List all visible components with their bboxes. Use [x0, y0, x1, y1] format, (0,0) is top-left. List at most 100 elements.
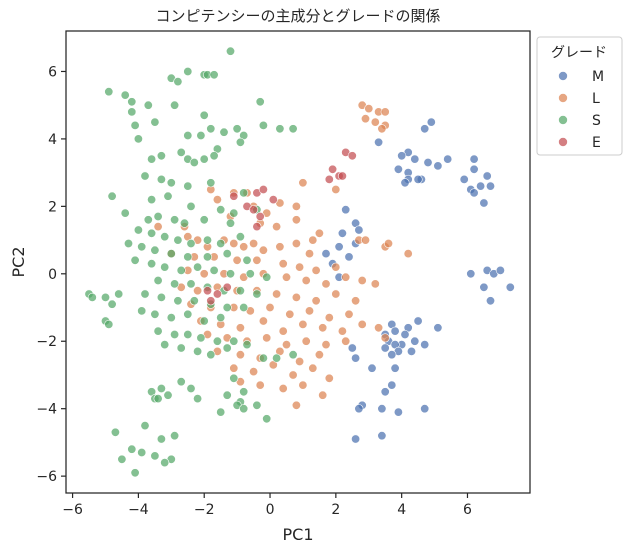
point-s-119	[242, 340, 252, 350]
point-m-39	[505, 282, 515, 292]
point-m-69	[351, 434, 361, 444]
point-s-123	[176, 377, 186, 387]
legend-label-e: E	[592, 135, 601, 151]
point-l-99	[380, 333, 390, 343]
point-m-37	[495, 265, 505, 275]
plot-frame	[65, 30, 531, 494]
point-e-13	[252, 222, 262, 232]
point-s-34	[199, 154, 209, 164]
point-l-69	[311, 296, 321, 306]
legend-label-m: M	[592, 69, 604, 85]
point-s-92	[114, 289, 124, 299]
x-tick-label--4: −4	[128, 502, 149, 518]
point-s-120	[258, 353, 268, 363]
point-s-18	[219, 127, 229, 137]
point-l-50	[331, 262, 341, 272]
point-l-88	[337, 326, 347, 336]
point-l-56	[281, 272, 291, 282]
point-l-70	[331, 289, 341, 299]
point-s-100	[137, 306, 147, 316]
point-s-144	[127, 444, 137, 454]
point-e-16	[206, 296, 216, 306]
point-l-90	[374, 323, 384, 333]
point-s-47	[229, 208, 239, 218]
point-l-89	[357, 319, 367, 329]
point-s-102	[166, 313, 176, 323]
point-s-10	[143, 100, 153, 110]
point-s-121	[272, 353, 282, 363]
point-s-31	[156, 151, 166, 161]
point-s-80	[262, 272, 272, 282]
point-m-57	[347, 343, 357, 353]
point-l-71	[351, 296, 361, 306]
point-l-94	[262, 333, 272, 343]
legend-marker-m	[558, 71, 568, 81]
point-m-61	[387, 380, 397, 390]
point-l-110	[308, 363, 318, 373]
point-m-15	[459, 174, 469, 184]
point-l-79	[324, 313, 334, 323]
point-s-107	[104, 319, 114, 329]
point-s-44	[163, 191, 173, 201]
point-l-111	[324, 373, 334, 383]
point-s-0	[226, 46, 236, 56]
point-l-3	[380, 107, 390, 117]
point-s-122	[288, 350, 298, 360]
point-s-133	[186, 383, 196, 393]
point-s-15	[150, 117, 160, 127]
point-s-66	[150, 245, 160, 255]
point-l-52	[199, 269, 209, 279]
point-l-77	[285, 309, 295, 319]
point-l-57	[301, 275, 311, 285]
point-s-17	[206, 124, 216, 134]
point-l-115	[298, 380, 308, 390]
point-l-11	[291, 201, 301, 211]
legend-marker-s	[558, 115, 568, 125]
point-s-54	[199, 215, 209, 225]
point-s-129	[156, 383, 166, 393]
x-tick-label-2: 2	[331, 502, 340, 518]
point-s-134	[193, 394, 203, 404]
point-s-68	[183, 252, 193, 262]
point-m-34	[466, 269, 476, 279]
point-l-107	[249, 367, 259, 377]
point-s-132	[163, 390, 173, 400]
point-s-36	[140, 171, 150, 181]
point-s-58	[160, 232, 170, 242]
point-s-142	[170, 431, 180, 441]
point-l-4	[360, 114, 370, 124]
point-e-12	[255, 212, 265, 222]
point-e-8	[268, 195, 278, 205]
point-s-16	[130, 120, 140, 130]
point-l-21	[291, 215, 301, 225]
point-s-25	[183, 131, 193, 141]
point-s-118	[222, 343, 232, 353]
point-m-47	[400, 329, 410, 339]
point-s-141	[140, 421, 150, 431]
point-s-42	[107, 191, 117, 201]
point-l-105	[314, 350, 324, 360]
point-m-59	[367, 363, 377, 373]
point-s-59	[173, 235, 183, 245]
point-s-38	[166, 178, 176, 188]
point-s-63	[235, 232, 245, 242]
point-m-27	[337, 228, 347, 238]
point-s-89	[87, 292, 97, 302]
legend-box	[536, 36, 623, 156]
point-m-13	[469, 164, 479, 174]
point-s-43	[147, 195, 157, 205]
point-s-41	[239, 188, 249, 198]
point-e-2	[328, 164, 338, 174]
point-m-23	[400, 178, 410, 188]
point-l-63	[193, 286, 203, 296]
point-m-62	[380, 387, 390, 397]
point-s-37	[156, 174, 166, 184]
point-s-22	[275, 124, 285, 134]
point-l-67	[272, 289, 282, 299]
point-m-11	[443, 154, 453, 164]
y-tick-label--4: −4	[36, 402, 57, 418]
point-s-75	[176, 265, 186, 275]
point-e-17	[222, 282, 232, 292]
